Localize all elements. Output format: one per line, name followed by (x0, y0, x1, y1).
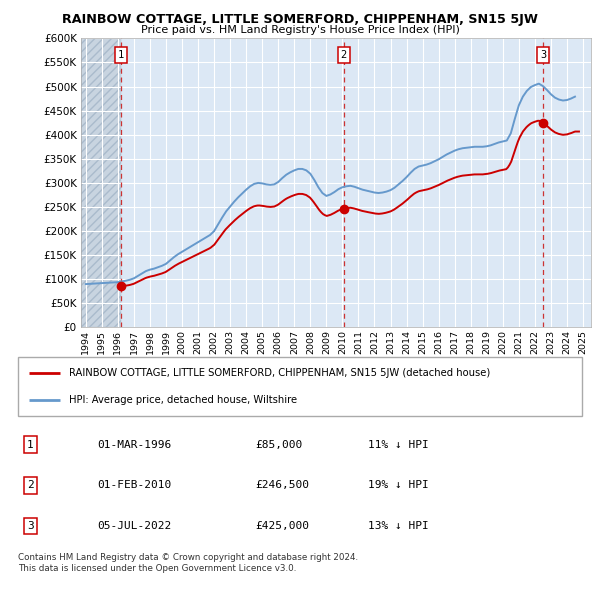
Text: 3: 3 (27, 521, 34, 531)
Text: 1: 1 (27, 440, 34, 450)
Text: 2: 2 (341, 50, 347, 60)
Text: £246,500: £246,500 (255, 480, 309, 490)
FancyBboxPatch shape (18, 357, 582, 416)
Text: 01-MAR-1996: 01-MAR-1996 (97, 440, 171, 450)
Bar (81, 38, 121, 327)
Text: 11% ↓ HPI: 11% ↓ HPI (368, 440, 428, 450)
Text: 19% ↓ HPI: 19% ↓ HPI (368, 480, 428, 490)
Text: £85,000: £85,000 (255, 440, 302, 450)
Text: Price paid vs. HM Land Registry's House Price Index (HPI): Price paid vs. HM Land Registry's House … (140, 25, 460, 35)
Text: HPI: Average price, detached house, Wiltshire: HPI: Average price, detached house, Wilt… (69, 395, 297, 405)
Text: 1: 1 (118, 50, 124, 60)
Text: 3: 3 (540, 50, 546, 60)
Text: 13% ↓ HPI: 13% ↓ HPI (368, 521, 428, 531)
Text: 2: 2 (27, 480, 34, 490)
Text: RAINBOW COTTAGE, LITTLE SOMERFORD, CHIPPENHAM, SN15 5JW: RAINBOW COTTAGE, LITTLE SOMERFORD, CHIPP… (62, 13, 538, 26)
Text: 01-FEB-2010: 01-FEB-2010 (97, 480, 171, 490)
Text: RAINBOW COTTAGE, LITTLE SOMERFORD, CHIPPENHAM, SN15 5JW (detached house): RAINBOW COTTAGE, LITTLE SOMERFORD, CHIPP… (69, 368, 490, 378)
Text: £425,000: £425,000 (255, 521, 309, 531)
Text: 05-JUL-2022: 05-JUL-2022 (97, 521, 171, 531)
Text: Contains HM Land Registry data © Crown copyright and database right 2024.
This d: Contains HM Land Registry data © Crown c… (18, 553, 358, 573)
